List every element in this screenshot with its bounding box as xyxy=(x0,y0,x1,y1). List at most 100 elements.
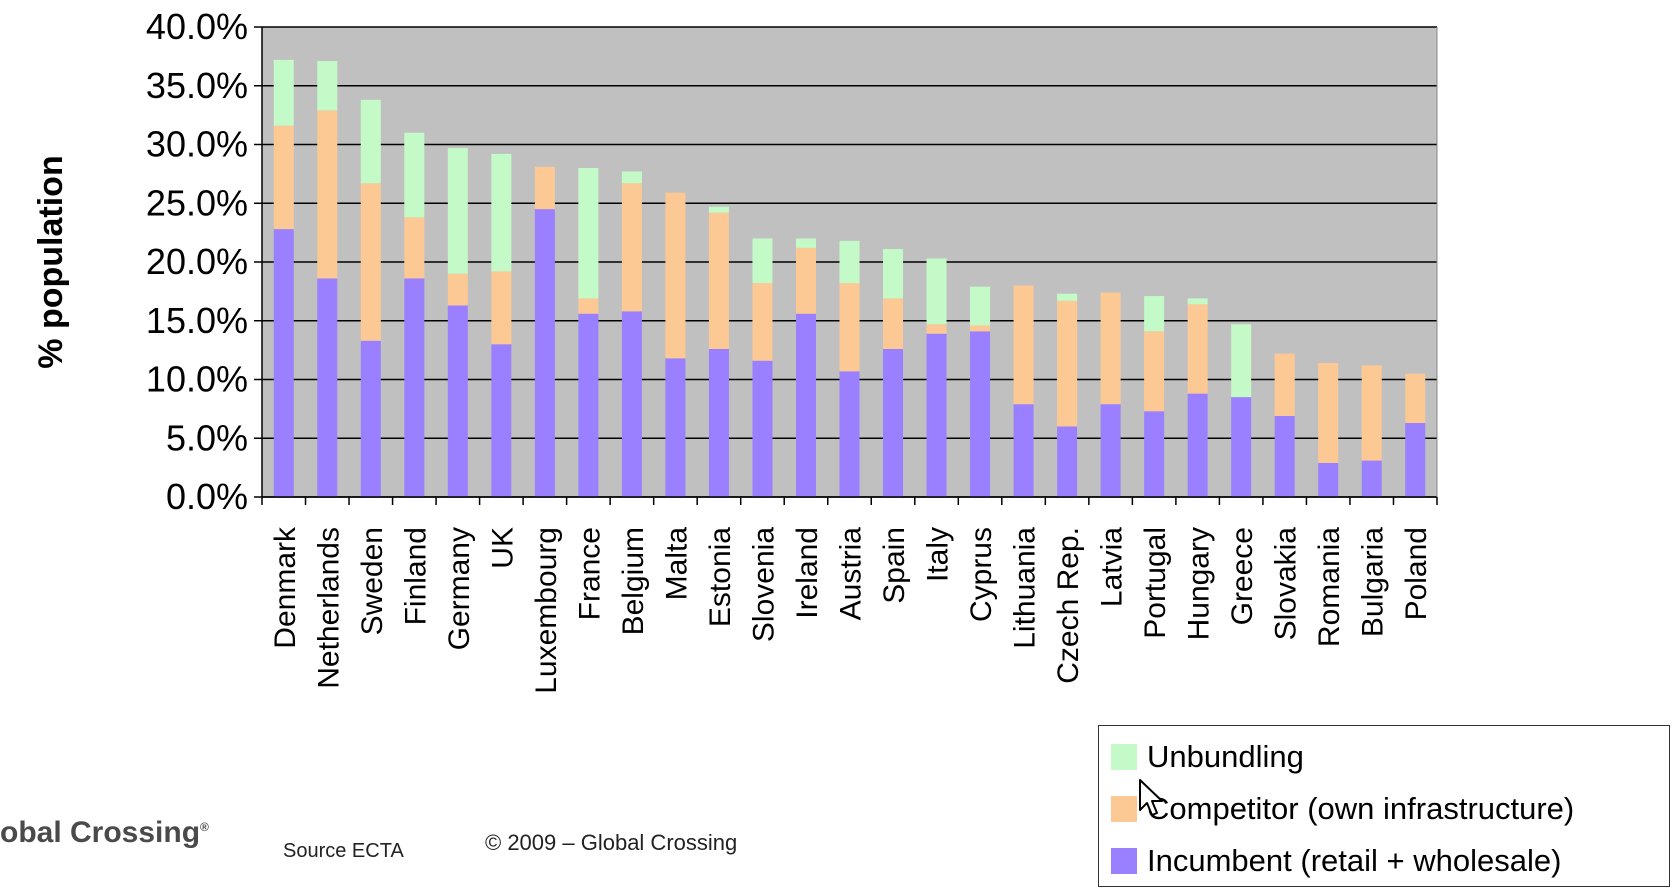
bar-segment xyxy=(752,238,773,284)
bar-segment xyxy=(708,348,729,497)
y-tick-label: 40.0% xyxy=(146,6,248,47)
x-tick-label: Slovakia xyxy=(1270,527,1303,641)
bar-segment xyxy=(883,249,904,299)
bar-segment xyxy=(795,238,816,248)
x-tick-labels: Denmark Netherlands Sweden Finland Germany UK… xyxy=(269,526,1433,694)
bar-segment xyxy=(752,283,773,361)
bar-segment xyxy=(1057,300,1078,427)
y-tick-label: 35.0% xyxy=(146,65,248,106)
bar-segment xyxy=(1013,285,1034,405)
bar-segment xyxy=(970,286,991,326)
logo-text: obal Crossing xyxy=(0,816,201,849)
bar-segment xyxy=(491,344,512,497)
bar-segment xyxy=(970,331,991,497)
bar-segment xyxy=(839,371,860,497)
bar-segment xyxy=(1187,304,1208,394)
x-tick-label: Luxembourg xyxy=(530,527,563,694)
bar-segment xyxy=(404,217,425,279)
x-tick-label: Netherlands xyxy=(312,527,345,689)
x-tick-label: Belgium xyxy=(617,527,650,635)
x-tick-label: Denmark xyxy=(269,526,302,649)
legend-label: Competitor (own infrastructure) xyxy=(1147,791,1575,826)
bar-segment xyxy=(1361,460,1382,497)
bar-segment xyxy=(708,206,729,213)
bar-segment xyxy=(578,168,599,299)
bar-segment xyxy=(621,311,642,497)
bar-segment xyxy=(1405,422,1426,497)
bar-segment xyxy=(360,183,381,341)
global-crossing-logo: obal Crossing® xyxy=(0,816,209,849)
bar-segment xyxy=(317,61,338,111)
y-tick-label: 0.0% xyxy=(166,476,248,517)
y-tick-label: 15.0% xyxy=(146,300,248,341)
x-tick-label: Finland xyxy=(399,527,432,625)
y-tick-labels: 0.0% 5.0% 10.0% 15.0% 20.0% 25.0% 30.0% 35.0% 40… xyxy=(146,6,248,517)
bar-segment xyxy=(447,148,468,274)
bar-segment xyxy=(621,183,642,312)
bar-segment xyxy=(1405,373,1426,423)
bar-segment xyxy=(1361,365,1382,461)
legend: Unbundling Competitor (own infrastructure… xyxy=(1098,725,1670,887)
legend-item: Unbundling xyxy=(1111,736,1304,778)
x-tick-label: Poland xyxy=(1400,527,1433,620)
bars xyxy=(273,59,1426,497)
x-tick-label: Cyprus xyxy=(965,527,998,622)
bar-segment xyxy=(752,360,773,497)
bar-segment xyxy=(1231,324,1252,398)
x-tick-label: Bulgaria xyxy=(1357,527,1390,637)
bar-segment xyxy=(491,153,512,272)
copyright-text: © 2009 – Global Crossing xyxy=(485,830,738,855)
bar-segment xyxy=(795,313,816,497)
bar-segment xyxy=(273,229,294,497)
bar-segment xyxy=(1057,293,1078,301)
y-tick-label: 20.0% xyxy=(146,241,248,282)
bar-segment xyxy=(317,110,338,279)
x-tick-label: Malta xyxy=(660,527,693,601)
bar-segment xyxy=(447,305,468,497)
legend-label: Incumbent (retail + wholesale) xyxy=(1147,843,1562,878)
bar-segment xyxy=(926,324,947,334)
bar-segment xyxy=(621,171,642,184)
bar-segment xyxy=(665,358,686,497)
bar-segment xyxy=(1187,298,1208,305)
x-tick-label: Ireland xyxy=(791,527,824,619)
mouse-pointer-icon xyxy=(1139,779,1163,816)
x-tick-label: Germany xyxy=(443,527,476,650)
y-axis-title: % population xyxy=(32,155,70,368)
bar-segment xyxy=(1100,292,1121,405)
bar-segment xyxy=(273,125,294,230)
bar-segment xyxy=(578,313,599,497)
source-text: Source ECTA xyxy=(283,840,404,862)
y-tick-label: 5.0% xyxy=(166,417,248,458)
x-tick-label: Spain xyxy=(878,527,911,604)
legend-label: Unbundling xyxy=(1147,739,1304,774)
y-tick-label: 10.0% xyxy=(146,359,248,400)
bar-segment xyxy=(926,258,947,325)
x-tick-label: Slovenia xyxy=(747,527,780,642)
x-tick-label: UK xyxy=(486,527,519,569)
x-tick-label: Estonia xyxy=(704,527,737,627)
bar-segment xyxy=(883,348,904,497)
bar-segment xyxy=(839,283,860,372)
bar-segment xyxy=(926,333,947,497)
bar-segment xyxy=(1318,363,1339,463)
x-tick-label: Portugal xyxy=(1139,527,1172,639)
legend-swatch xyxy=(1111,796,1137,822)
bar-segment xyxy=(404,132,425,218)
bar-segment xyxy=(1144,331,1165,412)
bar-segment xyxy=(360,340,381,497)
bar-segment xyxy=(273,59,294,126)
bar-segment xyxy=(447,273,468,306)
legend-item: Competitor (own infrastructure) xyxy=(1111,788,1574,830)
bar-segment xyxy=(1100,404,1121,497)
x-tick-label: Czech Rep. xyxy=(1052,527,1085,684)
y-tick-label: 30.0% xyxy=(146,124,248,165)
bar-segment xyxy=(708,212,729,349)
y-tick-label: 25.0% xyxy=(146,182,248,223)
bar-segment xyxy=(317,278,338,497)
bar-segment xyxy=(665,192,686,359)
bar-segment xyxy=(1013,404,1034,497)
bar-segment xyxy=(1318,462,1339,497)
bar-segment xyxy=(1057,426,1078,497)
x-tick-label: Austria xyxy=(835,527,868,621)
